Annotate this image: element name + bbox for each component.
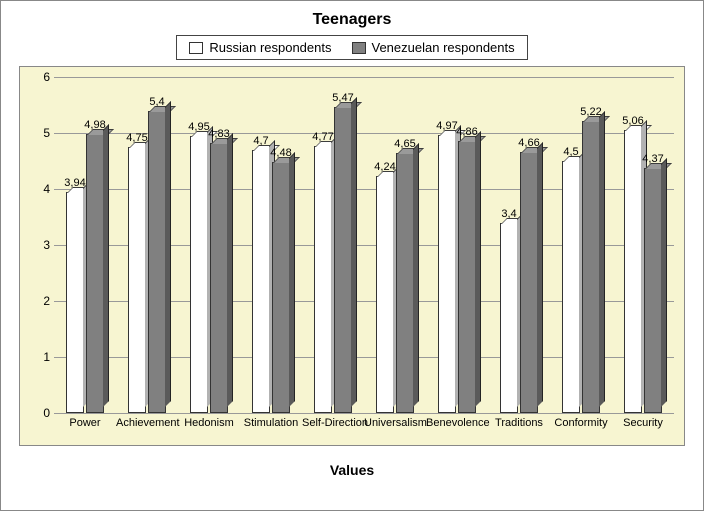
bar: 4,37 [644,168,662,413]
bar: 4,65 [396,153,414,413]
plot-inner: 0123456 3,944,98Power4,755,4Achievement4… [54,77,674,413]
bar: 4,75 [128,147,146,413]
category-label: Power [54,413,116,429]
bar: 4,5 [562,161,580,413]
bar-group: 4,244,65Universalism [364,77,426,413]
bar-group: 4,974,86Benevolence [426,77,488,413]
bar: 5,47 [334,107,352,413]
bar-value-label: 5,06 [622,115,643,127]
category-label: Hedonism [178,413,240,429]
bar-value-label: 3,94 [64,177,85,189]
bar-value-label: 4,5 [563,146,578,158]
category-label: Self-Direction [302,413,364,429]
bar-group: 5,064,37Security [612,77,674,413]
bar: 5,22 [582,121,600,413]
legend: Russian respondents Venezuelan responden… [176,35,527,60]
bar: 3,94 [66,192,84,413]
bar-group: 4,775,47Self-Direction [302,77,364,413]
y-tick-label: 1 [32,350,50,364]
bar: 4,24 [376,176,394,413]
bar: 4,97 [438,135,456,413]
y-tick-label: 6 [32,70,50,84]
bar-value-label: 4,37 [642,153,663,165]
category-label: Benevolence [426,413,488,429]
bar: 4,66 [520,152,538,413]
bars-row: 3,944,98Power4,755,4Achievement4,954,83H… [54,77,674,413]
legend-label-russian: Russian respondents [209,40,331,55]
category-label: Stimulation [240,413,302,429]
y-tick-label: 2 [32,294,50,308]
bar: 5,4 [148,111,166,413]
x-axis-title: Values [19,462,685,478]
bar: 4,7 [252,150,270,413]
y-tick-label: 0 [32,406,50,420]
bar-group: 4,55,22Conformity [550,77,612,413]
bar-value-label: 3,4 [501,208,516,220]
bar-value-label: 4,97 [436,120,457,132]
bar-value-label: 4,75 [126,132,147,144]
category-label: Security [612,413,674,429]
bar-value-label: 4,24 [374,161,395,173]
bar: 4,86 [458,141,476,413]
bar-value-label: 5,47 [332,92,353,104]
category-label: Achievement [116,413,178,429]
bar-group: 3,944,98Power [54,77,116,413]
bar: 3,4 [500,223,518,413]
bar: 4,83 [210,143,228,413]
bar-group: 3,44,66Traditions [488,77,550,413]
chart-title: Teenagers [19,11,685,29]
chart-container: Teenagers Russian respondents Venezuelan… [0,0,704,511]
bar-value-label: 4,98 [84,119,105,131]
bar: 4,95 [190,136,208,413]
bar-value-label: 5,22 [580,106,601,118]
plot-area: 0123456 3,944,98Power4,755,4Achievement4… [19,66,685,446]
bar: 5,06 [624,130,642,413]
bar-value-label: 5,4 [149,96,164,108]
legend-item-venezuelan: Venezuelan respondents [352,40,515,55]
y-tick-label: 5 [32,126,50,140]
legend-item-russian: Russian respondents [189,40,331,55]
bar-value-label: 4,48 [270,147,291,159]
legend-label-venezuelan: Venezuelan respondents [372,40,515,55]
category-label: Universalism [364,413,426,429]
bar-value-label: 4,66 [518,137,539,149]
bar-group: 4,954,83Hedonism [178,77,240,413]
bar-value-label: 4,65 [394,138,415,150]
bar-value-label: 4,77 [312,131,333,143]
category-label: Conformity [550,413,612,429]
y-tick-label: 3 [32,238,50,252]
bar-value-label: 4,86 [456,126,477,138]
bar-value-label: 4,95 [188,121,209,133]
bar: 4,77 [314,146,332,413]
bar-value-label: 4,7 [253,135,268,147]
y-tick-label: 4 [32,182,50,196]
bar-group: 4,74,48Stimulation [240,77,302,413]
legend-swatch-russian [189,42,203,54]
bar-group: 4,755,4Achievement [116,77,178,413]
bar: 4,98 [86,134,104,413]
bar-value-label: 4,83 [208,128,229,140]
legend-swatch-venezuelan [352,42,366,54]
bar: 4,48 [272,162,290,413]
category-label: Traditions [488,413,550,429]
